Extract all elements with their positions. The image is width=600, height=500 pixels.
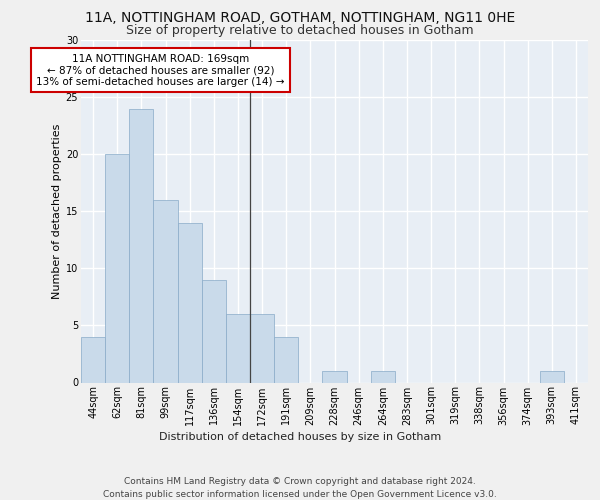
Text: 11A NOTTINGHAM ROAD: 169sqm
← 87% of detached houses are smaller (92)
13% of sem: 11A NOTTINGHAM ROAD: 169sqm ← 87% of det…	[37, 54, 285, 87]
Text: Size of property relative to detached houses in Gotham: Size of property relative to detached ho…	[126, 24, 474, 37]
Bar	[322, 371, 347, 382]
Text: Contains HM Land Registry data © Crown copyright and database right 2024.
Contai: Contains HM Land Registry data © Crown c…	[103, 477, 497, 499]
Bar	[81, 337, 105, 382]
Bar	[178, 222, 202, 382]
Bar	[226, 314, 250, 382]
Bar	[202, 280, 226, 382]
Y-axis label: Number of detached properties: Number of detached properties	[52, 124, 62, 299]
Text: Distribution of detached houses by size in Gotham: Distribution of detached houses by size …	[159, 432, 441, 442]
Bar	[274, 337, 298, 382]
Bar	[154, 200, 178, 382]
Bar	[105, 154, 129, 382]
Bar	[250, 314, 274, 382]
Bar	[371, 371, 395, 382]
Bar	[129, 108, 154, 382]
Bar	[540, 371, 564, 382]
Text: 11A, NOTTINGHAM ROAD, GOTHAM, NOTTINGHAM, NG11 0HE: 11A, NOTTINGHAM ROAD, GOTHAM, NOTTINGHAM…	[85, 11, 515, 25]
